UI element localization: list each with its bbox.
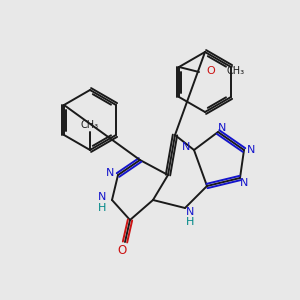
Text: N: N xyxy=(98,192,106,202)
Text: H: H xyxy=(98,203,106,213)
Text: N: N xyxy=(247,145,255,155)
Text: N: N xyxy=(240,178,248,188)
Text: N: N xyxy=(186,207,194,217)
Text: O: O xyxy=(207,66,215,76)
Text: N: N xyxy=(218,123,226,133)
Text: H: H xyxy=(186,217,194,227)
Text: N: N xyxy=(106,168,114,178)
Text: O: O xyxy=(117,244,127,257)
Text: CH₃: CH₃ xyxy=(81,120,99,130)
Text: CH₃: CH₃ xyxy=(226,66,244,76)
Text: N: N xyxy=(182,142,190,152)
